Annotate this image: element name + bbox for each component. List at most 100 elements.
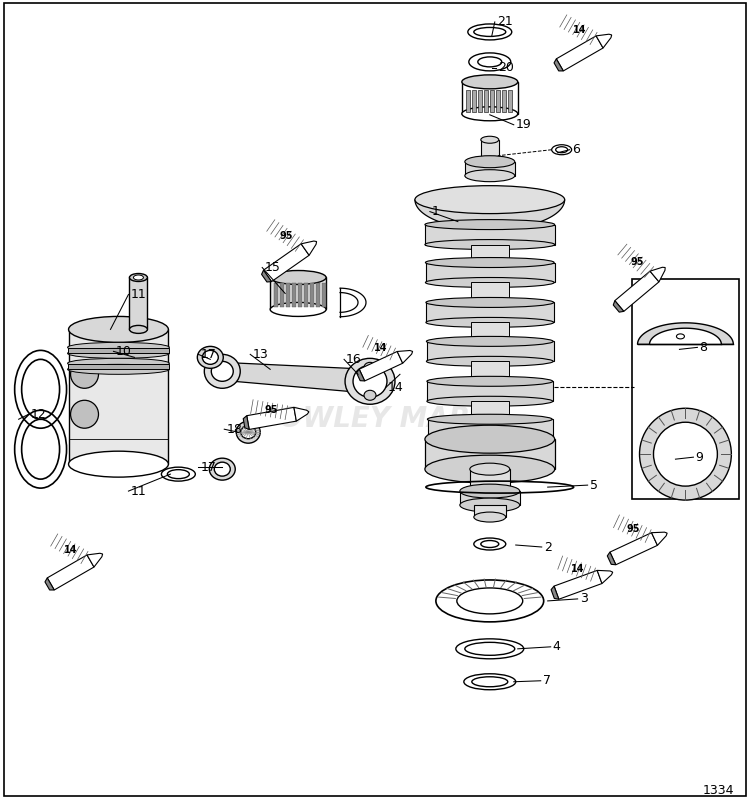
Ellipse shape	[460, 484, 520, 498]
Circle shape	[653, 422, 718, 486]
Ellipse shape	[364, 390, 376, 400]
Ellipse shape	[425, 455, 555, 483]
Text: 17: 17	[200, 461, 216, 474]
Ellipse shape	[474, 27, 506, 37]
Bar	[471, 282, 509, 302]
Bar	[466, 90, 470, 112]
Ellipse shape	[425, 426, 555, 453]
Text: 95: 95	[265, 405, 278, 415]
Ellipse shape	[427, 356, 554, 366]
Bar	[496, 90, 500, 112]
Text: 1: 1	[432, 205, 439, 218]
Text: 11: 11	[130, 485, 146, 498]
Bar	[465, 162, 514, 176]
Polygon shape	[652, 532, 668, 546]
Polygon shape	[222, 362, 370, 394]
Text: 95: 95	[627, 524, 640, 534]
Bar	[298, 283, 302, 307]
Bar	[460, 491, 520, 505]
Bar	[274, 283, 278, 307]
Text: OWLEY MAR: OWLEY MAR	[280, 406, 470, 434]
Bar	[470, 469, 510, 491]
Bar	[270, 278, 326, 310]
Ellipse shape	[425, 278, 554, 287]
Text: 11: 11	[130, 288, 146, 301]
Polygon shape	[398, 350, 412, 363]
Ellipse shape	[471, 416, 509, 422]
Text: 14: 14	[573, 26, 586, 35]
Ellipse shape	[211, 362, 233, 382]
Ellipse shape	[471, 259, 509, 266]
Bar	[322, 283, 326, 307]
Text: 12: 12	[31, 408, 46, 421]
Bar	[478, 90, 482, 112]
Ellipse shape	[471, 299, 509, 306]
Ellipse shape	[425, 258, 554, 267]
Bar	[425, 225, 555, 245]
Ellipse shape	[241, 426, 256, 438]
Text: 14: 14	[572, 564, 585, 574]
Ellipse shape	[427, 336, 554, 346]
Bar	[502, 90, 506, 112]
Ellipse shape	[214, 462, 230, 476]
Bar	[462, 82, 518, 114]
Ellipse shape	[270, 302, 326, 317]
Polygon shape	[596, 34, 612, 48]
Ellipse shape	[427, 434, 552, 444]
Ellipse shape	[236, 422, 260, 443]
Ellipse shape	[471, 378, 509, 385]
Ellipse shape	[353, 366, 387, 398]
Text: 10: 10	[116, 345, 131, 358]
Bar	[427, 382, 553, 402]
Text: 5: 5	[590, 478, 598, 492]
Ellipse shape	[130, 274, 148, 282]
Ellipse shape	[204, 354, 240, 388]
Ellipse shape	[552, 145, 572, 154]
Ellipse shape	[464, 674, 516, 690]
Bar	[471, 245, 509, 262]
Text: 13: 13	[252, 348, 268, 361]
Ellipse shape	[68, 317, 169, 342]
Polygon shape	[415, 200, 565, 230]
Ellipse shape	[427, 396, 553, 406]
Ellipse shape	[470, 463, 510, 475]
Text: 6: 6	[572, 143, 580, 156]
Polygon shape	[554, 59, 563, 71]
Text: 3: 3	[580, 593, 587, 606]
Polygon shape	[608, 552, 616, 565]
Ellipse shape	[465, 170, 514, 182]
Polygon shape	[359, 351, 403, 381]
Polygon shape	[301, 241, 316, 255]
Bar	[490, 90, 494, 112]
Bar	[68, 348, 170, 354]
Ellipse shape	[427, 414, 552, 424]
Text: 14: 14	[388, 381, 404, 394]
Text: 8: 8	[700, 341, 707, 354]
Bar	[130, 278, 148, 330]
Text: 19: 19	[516, 118, 532, 131]
Bar	[292, 283, 296, 307]
Polygon shape	[262, 270, 272, 282]
Ellipse shape	[462, 107, 518, 121]
Ellipse shape	[68, 364, 170, 374]
Bar	[304, 283, 308, 307]
Ellipse shape	[456, 639, 524, 659]
Ellipse shape	[465, 642, 514, 655]
Ellipse shape	[70, 360, 98, 388]
Text: 95: 95	[630, 257, 644, 266]
Polygon shape	[554, 570, 602, 599]
Bar	[68, 364, 170, 370]
Polygon shape	[294, 407, 309, 421]
Ellipse shape	[209, 458, 236, 480]
Polygon shape	[263, 244, 309, 282]
Ellipse shape	[415, 186, 565, 214]
Ellipse shape	[481, 158, 499, 166]
Ellipse shape	[676, 334, 685, 339]
Bar	[481, 140, 499, 162]
Ellipse shape	[197, 346, 223, 368]
Ellipse shape	[478, 57, 502, 67]
Ellipse shape	[460, 498, 520, 512]
Ellipse shape	[474, 538, 506, 550]
Polygon shape	[87, 554, 103, 567]
Text: 15: 15	[264, 261, 280, 274]
